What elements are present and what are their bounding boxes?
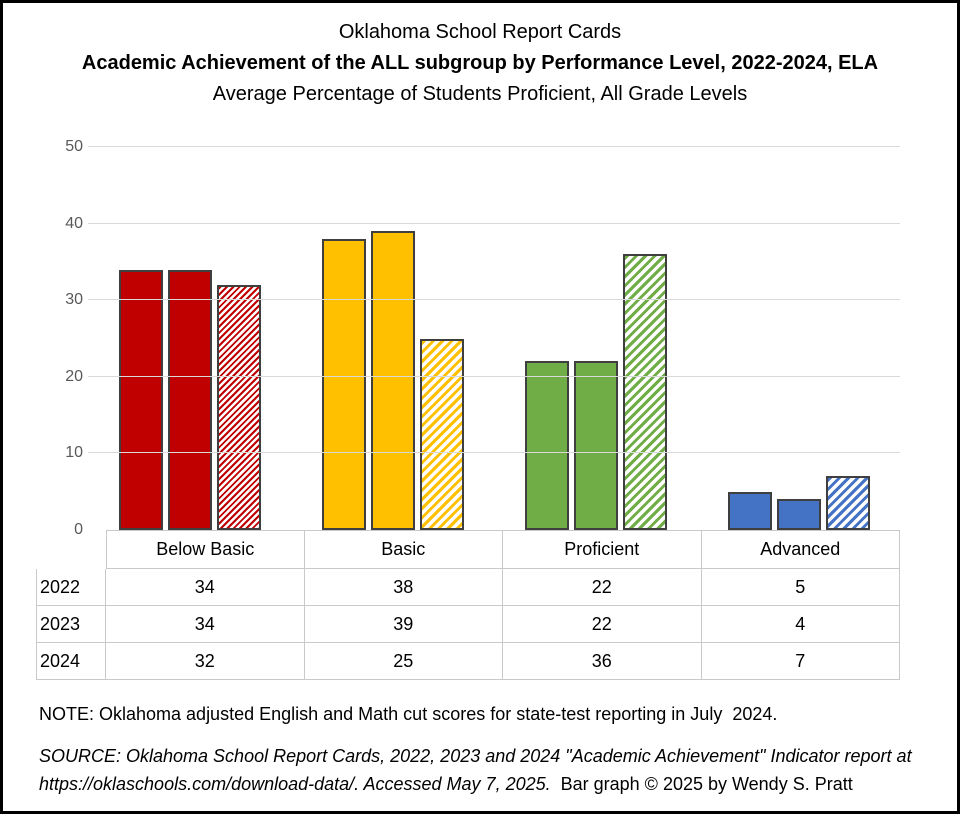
y-tick-label: 40 bbox=[65, 214, 83, 232]
bar-2023-advanced bbox=[776, 499, 821, 530]
table-header-cell: Basic bbox=[304, 530, 503, 569]
bar-2023-basic bbox=[370, 231, 415, 530]
chart-subtitle: Academic Achievement of the ALL subgroup… bbox=[81, 52, 879, 74]
category-group-proficient bbox=[494, 147, 697, 530]
bar-2022-proficient bbox=[524, 361, 569, 530]
bar-2022-basic bbox=[321, 238, 366, 530]
chart-subtitle-2: Average Percentage of Students Proficien… bbox=[212, 83, 748, 105]
bar-2023-proficient bbox=[573, 361, 618, 530]
table-value-cell: 39 bbox=[304, 606, 503, 643]
y-tick-label: 0 bbox=[74, 521, 83, 538]
gridline bbox=[88, 375, 900, 377]
bar-2024-basic bbox=[419, 338, 464, 530]
chart-title: Oklahoma School Report Cards bbox=[338, 21, 622, 43]
bar-2024-advanced bbox=[825, 476, 870, 530]
category-group-below-basic bbox=[88, 147, 291, 530]
chart-header: Oklahoma School Report Cards Academic Ac… bbox=[3, 17, 957, 110]
table-value-cell: 22 bbox=[503, 606, 702, 643]
data-table: Below Basic Basic Proficient Advanced 2022 34… bbox=[36, 530, 900, 680]
source-text: SOURCE: Oklahoma School Report Cards, 20… bbox=[39, 742, 935, 798]
table-value-cell: 25 bbox=[304, 643, 503, 680]
source-text-italic: SOURCE: Oklahoma School Report Cards, 20… bbox=[39, 746, 912, 794]
y-tick-label: 30 bbox=[65, 291, 83, 309]
table-year-cell: 2022 bbox=[36, 569, 106, 606]
gridline bbox=[88, 299, 900, 301]
category-group-basic bbox=[291, 147, 494, 530]
table-value-cell: 22 bbox=[503, 569, 702, 606]
bar-2024-below-basic bbox=[216, 284, 261, 530]
table-value-cell: 7 bbox=[701, 643, 900, 680]
bar-2022-below-basic bbox=[118, 269, 163, 530]
gridline bbox=[88, 222, 900, 224]
source-text-credit: Bar graph © 2025 by Wendy S. Pratt bbox=[550, 774, 853, 794]
bar-2022-advanced bbox=[727, 491, 772, 530]
table-header-cell: Below Basic bbox=[106, 530, 305, 569]
y-tick-label: 20 bbox=[65, 367, 83, 385]
y-tick-label: 10 bbox=[65, 444, 83, 462]
table-header-cell: Advanced bbox=[701, 530, 900, 569]
table-value-cell: 34 bbox=[106, 569, 305, 606]
table-year-cell: 2023 bbox=[36, 606, 106, 643]
plot-area bbox=[88, 146, 900, 530]
table-value-cell: 38 bbox=[304, 569, 503, 606]
category-group-advanced bbox=[697, 147, 900, 530]
table-value-cell: 36 bbox=[503, 643, 702, 680]
table-header-cell: Proficient bbox=[503, 530, 702, 569]
y-axis: 0 10 20 30 40 50 bbox=[39, 138, 83, 538]
note-text: NOTE: Oklahoma adjusted English and Math… bbox=[39, 704, 778, 724]
gridline bbox=[88, 146, 900, 147]
table-year-cell: 2024 bbox=[36, 643, 106, 680]
gridline bbox=[88, 452, 900, 454]
bar-2024-proficient bbox=[622, 254, 667, 530]
y-tick-label: 50 bbox=[65, 138, 83, 155]
table-value-cell: 4 bbox=[701, 606, 900, 643]
table-corner-cell bbox=[36, 530, 106, 569]
bar-2023-below-basic bbox=[167, 269, 212, 530]
table-value-cell: 32 bbox=[106, 643, 305, 680]
bar-groups bbox=[88, 147, 900, 530]
table-value-cell: 34 bbox=[106, 606, 305, 643]
table-value-cell: 5 bbox=[701, 569, 900, 606]
